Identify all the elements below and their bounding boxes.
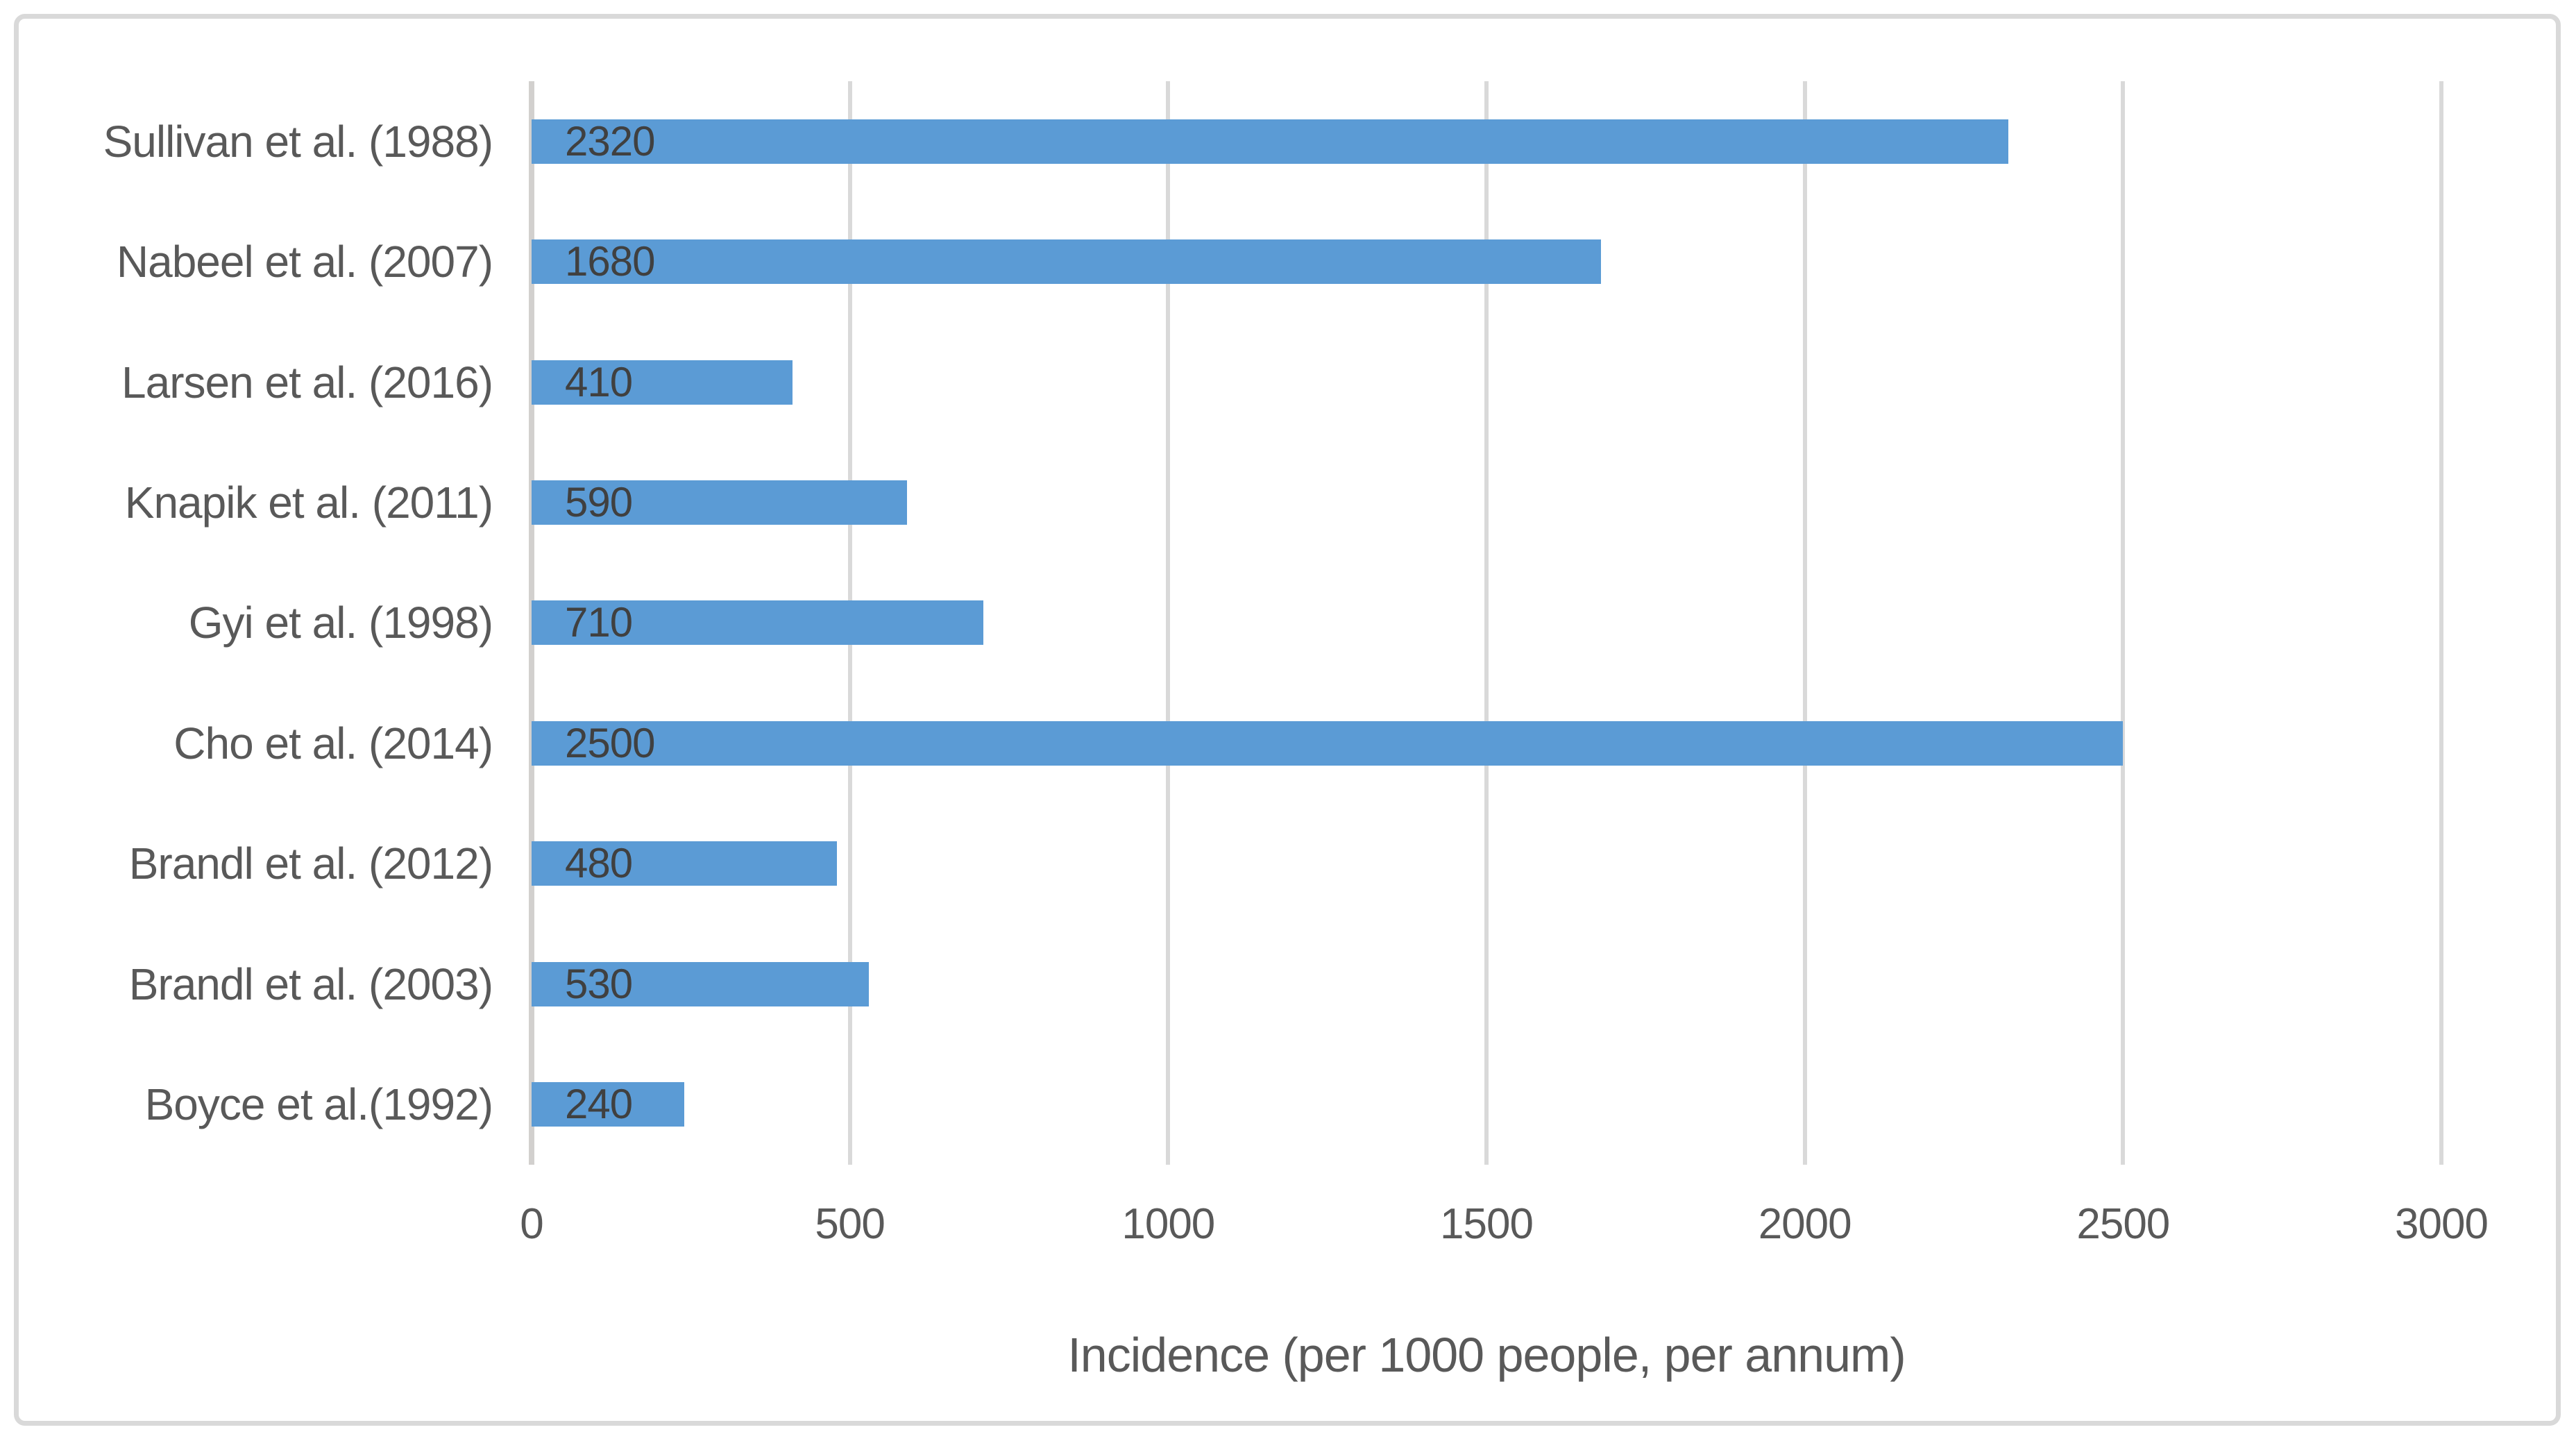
bar-value-label: 480 bbox=[565, 840, 633, 887]
x-axis-tick-labels: 0 500 1000 1500 2000 2500 3000 bbox=[520, 1199, 2489, 1262]
category-label: Nabeel et al. (2007) bbox=[116, 237, 493, 287]
x-tick-label: 1000 bbox=[1121, 1200, 1215, 1248]
bar: 1680 bbox=[532, 238, 1602, 285]
bar-value-label: 240 bbox=[565, 1081, 633, 1128]
vertical-gridline bbox=[1484, 81, 1489, 1165]
bar-value-label: 410 bbox=[565, 358, 633, 405]
bar: 530 bbox=[532, 960, 870, 1007]
bar: 710 bbox=[532, 599, 984, 646]
bar-row: Brandl et al. (2003) 530 bbox=[129, 924, 2441, 1044]
category-label: Larsen et al. (2016) bbox=[121, 357, 493, 407]
bar-row: Cho et al. (2014) 2500 bbox=[173, 683, 2441, 803]
bar-row: Nabeel et al. (2007) 1680 bbox=[117, 201, 2441, 321]
bar-row: Knapik et al. (2011) 590 bbox=[125, 442, 2441, 562]
bar-value-label: 710 bbox=[565, 599, 633, 646]
x-tick-label: 3000 bbox=[2395, 1200, 2489, 1248]
x-tick-label: 2000 bbox=[1758, 1200, 1852, 1248]
category-label: Cho et al. (2014) bbox=[173, 718, 493, 768]
bar-value-label: 2320 bbox=[565, 117, 655, 165]
bar-rows-layer: Sullivan et al. (1988) 2320 Nabeel et al. … bbox=[103, 81, 2441, 1165]
vertical-gridline bbox=[2439, 81, 2443, 1165]
bar: 240 bbox=[532, 1081, 685, 1128]
bar-row: Sullivan et al. (1988) 2320 bbox=[103, 81, 2441, 201]
x-axis-title: Incidence (per 1000 people, per annum) bbox=[1067, 1328, 1906, 1382]
bar-value-label: 590 bbox=[565, 479, 633, 526]
bar-value-label: 1680 bbox=[565, 238, 655, 285]
x-tick-label: 1500 bbox=[1440, 1200, 1534, 1248]
bar: 410 bbox=[532, 360, 793, 405]
bar-value-label: 530 bbox=[565, 960, 633, 1007]
vertical-gridline bbox=[2121, 81, 2126, 1165]
bar: 2320 bbox=[532, 117, 2009, 165]
bar-row: Brandl et al. (2012) 480 bbox=[129, 804, 2441, 924]
bar-row: Larsen et al. (2016) 410 bbox=[121, 322, 2441, 442]
bar: 2500 bbox=[532, 719, 2124, 766]
category-label: Boyce et al.(1992) bbox=[144, 1079, 493, 1130]
vertical-gridline bbox=[1166, 81, 1171, 1165]
category-label: Gyi et al. (1998) bbox=[188, 598, 493, 648]
x-tick-label: 500 bbox=[815, 1200, 885, 1248]
bar-value-label: 2500 bbox=[565, 719, 655, 766]
bar: 480 bbox=[532, 840, 838, 887]
category-label: Brandl et al. (2003) bbox=[128, 959, 493, 1009]
x-tick-label: 2500 bbox=[2076, 1200, 2170, 1248]
bar-row: Boyce et al.(1992) 240 bbox=[145, 1045, 2441, 1165]
bar: 590 bbox=[532, 479, 908, 526]
category-label: Brandl et al. (2012) bbox=[128, 839, 493, 889]
bar-row: Gyi et al. (1998) 710 bbox=[189, 563, 2441, 683]
category-label: Sullivan et al. (1988) bbox=[103, 116, 493, 167]
vertical-gridline bbox=[1802, 81, 1807, 1165]
x-tick-label: 0 bbox=[520, 1200, 543, 1248]
category-label: Knapik et al. (2011) bbox=[124, 478, 493, 528]
plot-area: Sullivan et al. (1988) 2320 Nabeel et al. … bbox=[103, 81, 2443, 1165]
